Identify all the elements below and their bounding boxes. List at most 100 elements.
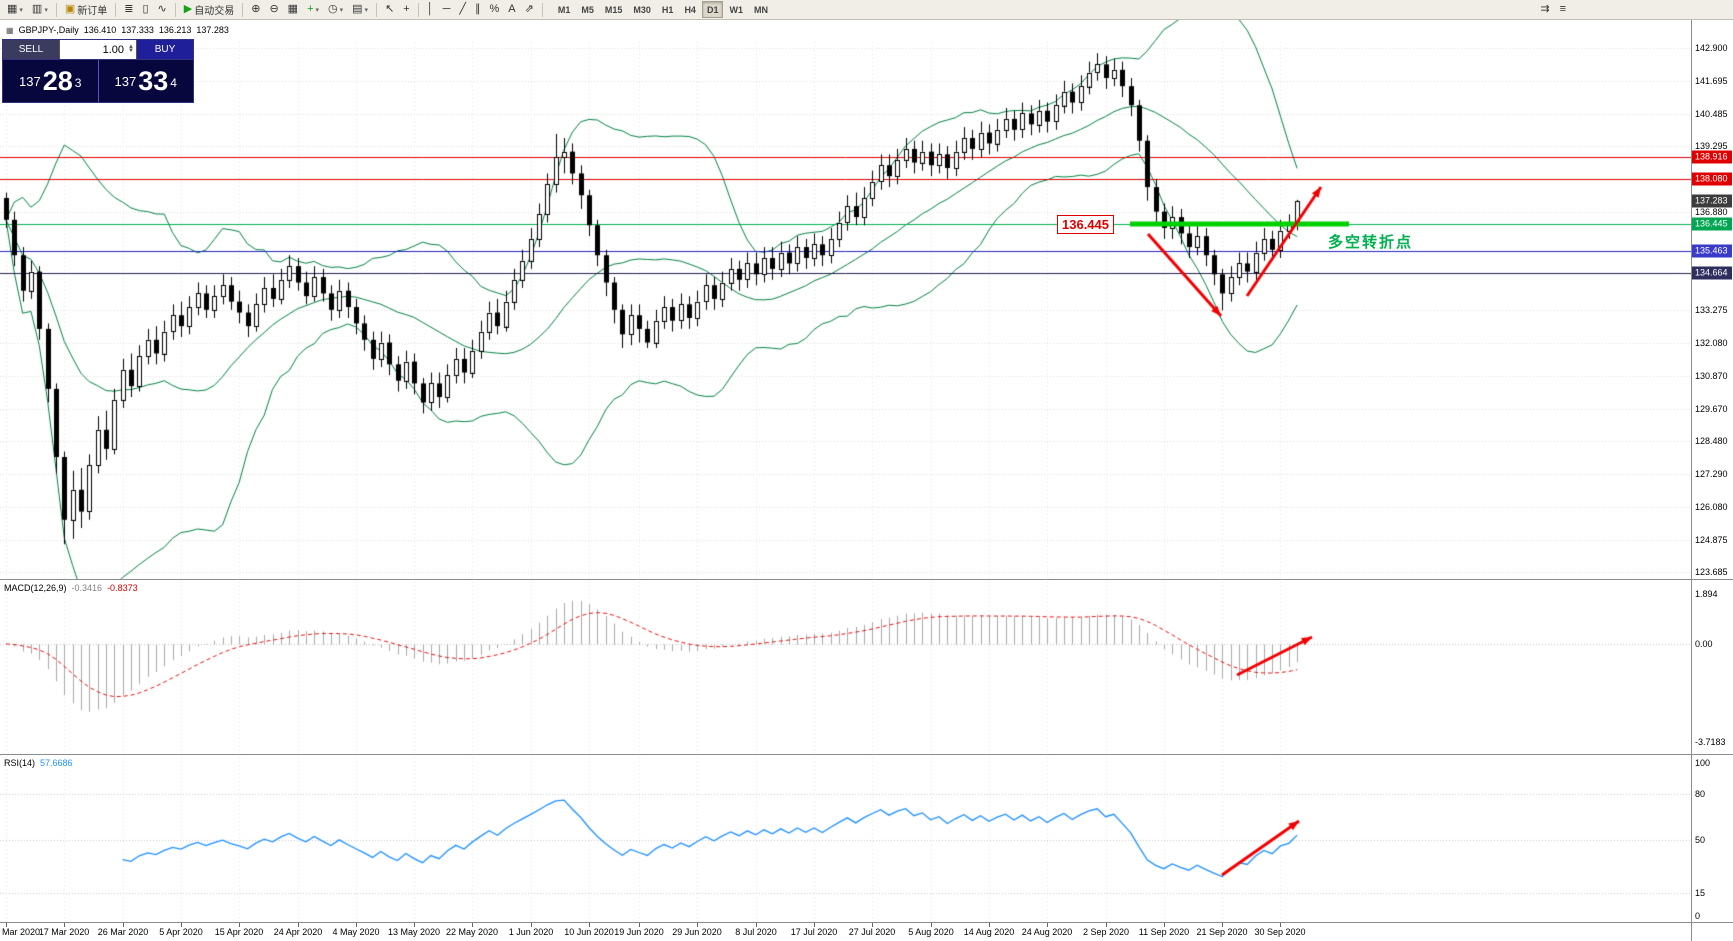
toolbar: ▦ ▾ ▥ ▾ ▣ 新订单 ≣ ▯ ∿ ▶ 自动交易 ⊕ ⊖ ▦ + ▾ ◷ ▾ ▤ ▾ ↖ + │ ─ ╱ ∥% A ⇗ M1 M5 M1… [0, 0, 1733, 20]
date-label: Mar 2020 [2, 927, 41, 937]
bar-open-value: 136.410 [83, 25, 117, 35]
macd-axis-tick: 1.894 [1695, 589, 1718, 599]
price-axis-tick: 129.670 [1695, 403, 1728, 414]
date-label: 5 Apr 2020 [159, 927, 203, 937]
hline-price-badge: 138.080 [1692, 172, 1732, 186]
toolbar-separator [55, 2, 57, 17]
timeframe-h1-button[interactable]: H1 [661, 4, 674, 15]
sell-price-button[interactable]: 137 28 3 [3, 60, 98, 102]
autotrading-icon: ▶ [183, 3, 193, 15]
bid-big-digits: 28 [42, 65, 73, 96]
new-order-button[interactable]: ▣ 新订单 [61, 1, 111, 19]
ask-prefix: 137 [114, 73, 137, 89]
date-label: 27 Jul 2020 [848, 927, 896, 937]
chart-line-button[interactable]: ∿ [154, 1, 171, 19]
buy-button-label: BUY [154, 44, 176, 55]
toolbar-separator [242, 2, 244, 17]
macd-panel-canvas[interactable] [0, 580, 1691, 755]
date-label: 24 Aug 2020 [1021, 927, 1073, 937]
zoom-in-button[interactable]: ⊕ [247, 1, 264, 19]
time-axis-tick [6, 923, 7, 927]
buy-price-button[interactable]: 137 33 4 [97, 60, 194, 102]
trendline-button[interactable]: ╱ [455, 1, 470, 19]
indicators-caret-icon: ▾ [315, 6, 320, 14]
date-label: 14 Aug 2020 [963, 927, 1015, 937]
timeframe-m30-button[interactable]: M30 [633, 4, 651, 15]
date-label: 29 Jun 2020 [672, 927, 722, 937]
date-label: 4 May 2020 [332, 927, 380, 937]
timeframe-d1-button[interactable]: D1 [701, 1, 724, 18]
date-label: 11 Sep 2020 [1138, 927, 1190, 937]
time-axis-tick [756, 923, 757, 927]
zoom-out-button[interactable]: ⊖ [265, 1, 282, 19]
sell-button[interactable]: SELL [3, 40, 59, 59]
price-axis-tick: 133.275 [1695, 305, 1728, 316]
periods-button[interactable]: ◷ ▾ [324, 1, 347, 19]
autotrading-button[interactable]: ▶ 自动交易 [180, 1, 238, 19]
fibonacci-icon: % [489, 3, 500, 15]
turning-point-annotation[interactable]: 多空转折点 [1328, 234, 1414, 251]
cursor-icon: ↖ [385, 3, 395, 15]
price-axis-tick: 142.900 [1695, 43, 1728, 53]
price-scale-separator[interactable] [1691, 20, 1692, 941]
macd-main-value: -0.3416 [71, 583, 103, 593]
templates-button[interactable]: ▤ ▾ [348, 1, 372, 19]
text-label-button[interactable]: A [504, 1, 519, 19]
lot-down-button[interactable]: ▼ [128, 47, 134, 54]
price-axis-tick: 141.695 [1695, 75, 1728, 86]
toolbar-right-group: ⇉ ≡ [1536, 1, 1570, 19]
time-axis-tick [697, 923, 698, 927]
date-label: 17 Jul 2020 [790, 927, 838, 937]
macd-panel-separator[interactable] [0, 579, 1733, 580]
time-axis-tick [589, 923, 590, 927]
new-chart-button[interactable]: ▦ ▾ [3, 1, 27, 19]
timeframe-w1-button[interactable]: W1 [729, 4, 743, 15]
toolbar-separator [417, 2, 419, 17]
cursor-button[interactable]: ↖ [381, 1, 398, 19]
arrow-tools-button[interactable]: ⇗ [521, 1, 538, 19]
timeframe-m15-button[interactable]: M15 [604, 4, 623, 15]
price-axis-tick: 124.875 [1695, 534, 1728, 545]
price-axis-tick: 136.880 [1695, 207, 1728, 218]
rsi-panel-canvas[interactable] [0, 755, 1691, 923]
rsi-name: RSI(14) [4, 758, 36, 768]
autotrading-label: 自动交易 [194, 6, 235, 17]
timeframe-h4-button[interactable]: H4 [684, 4, 696, 15]
equidistant-channel-button[interactable]: ∥ [471, 1, 485, 19]
bar-high-value: 137.333 [121, 25, 154, 35]
main-chart-canvas[interactable] [0, 20, 1691, 580]
time-axis[interactable] [0, 923, 1691, 941]
lot-up-button[interactable]: ▲ [128, 43, 134, 50]
symbol-period-label: GBPJPY-,Daily [18, 25, 79, 35]
tile-windows-button[interactable]: ▦ [284, 1, 302, 19]
new-order-label: 新订单 [77, 6, 108, 17]
indicators-button[interactable]: + ▾ [303, 1, 323, 19]
chart-shift-button[interactable]: ⇉ [1536, 1, 1553, 19]
buy-button[interactable]: BUY [137, 40, 193, 59]
price-axis-tick: 123.685 [1695, 567, 1728, 577]
rsi-panel-separator[interactable] [0, 754, 1733, 755]
vertical-line-button[interactable]: │ [423, 1, 438, 19]
timeframe-m5-button[interactable]: M5 [581, 4, 594, 15]
price-callout-label[interactable]: 136.445 [1057, 215, 1114, 234]
fibonacci-button[interactable]: % [486, 1, 504, 19]
horizontal-line-button[interactable]: ─ [439, 1, 455, 19]
crosshair-button[interactable]: + [399, 1, 413, 19]
price-axis-tick: 130.870 [1695, 371, 1728, 382]
rsi-axis-tick: 15 [1695, 888, 1706, 899]
profiles-button[interactable]: ▥ ▾ [28, 1, 52, 19]
date-label: 24 Apr 2020 [273, 927, 323, 937]
macd-name: MACD(12,26,9) [4, 583, 67, 593]
window-menu-button[interactable]: ≡ [1556, 1, 1570, 19]
time-axis-tick [989, 923, 990, 927]
sell-button-label: SELL [18, 44, 44, 55]
date-label: 17 Mar 2020 [38, 927, 90, 937]
timeframe-mn-button[interactable]: MN [753, 4, 768, 15]
chart-bars-button[interactable]: ≣ [120, 1, 137, 19]
lot-size-input[interactable]: 1.00 ▲ ▼ [59, 40, 137, 59]
bid-prefix: 137 [19, 73, 41, 89]
chart-candles-button[interactable]: ▯ [138, 1, 152, 19]
time-axis-tick [872, 923, 873, 927]
hline-price-badge: 135.463 [1692, 244, 1732, 258]
timeframe-m1-button[interactable]: M1 [557, 4, 571, 15]
